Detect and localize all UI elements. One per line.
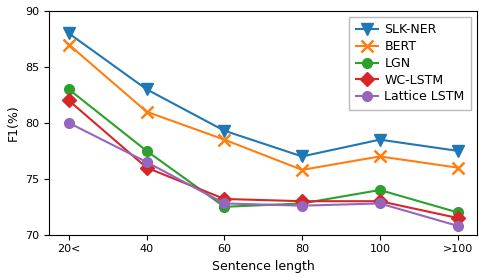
Line: Lattice LSTM: Lattice LSTM xyxy=(64,118,463,231)
WC-LSTM xyxy=(144,166,150,169)
LGN xyxy=(454,211,460,214)
SLK-NER xyxy=(454,149,460,153)
WC-LSTM xyxy=(221,197,227,201)
BERT xyxy=(454,166,460,169)
SLK-NER xyxy=(299,155,305,158)
Line: WC-LSTM: WC-LSTM xyxy=(64,95,463,223)
Lattice LSTM xyxy=(299,204,305,207)
LGN xyxy=(377,188,383,192)
Line: BERT: BERT xyxy=(63,39,463,176)
Lattice LSTM xyxy=(66,121,72,125)
WC-LSTM xyxy=(299,200,305,203)
BERT xyxy=(66,43,72,46)
Line: LGN: LGN xyxy=(64,85,463,217)
LGN xyxy=(144,149,150,153)
SLK-NER xyxy=(66,32,72,35)
Lattice LSTM xyxy=(221,202,227,205)
BERT xyxy=(144,110,150,113)
Lattice LSTM xyxy=(454,224,460,228)
LGN xyxy=(66,88,72,91)
Lattice LSTM xyxy=(377,202,383,205)
SLK-NER xyxy=(221,129,227,132)
BERT xyxy=(377,155,383,158)
SLK-NER xyxy=(144,88,150,91)
Line: SLK-NER: SLK-NER xyxy=(63,28,463,162)
Y-axis label: F1(%): F1(%) xyxy=(7,104,20,141)
BERT xyxy=(221,138,227,141)
LGN xyxy=(221,205,227,209)
BERT xyxy=(299,168,305,172)
SLK-NER xyxy=(377,138,383,141)
WC-LSTM xyxy=(66,99,72,102)
X-axis label: Sentence length: Sentence length xyxy=(212,260,315,273)
WC-LSTM xyxy=(454,216,460,220)
Legend: SLK-NER, BERT, LGN, WC-LSTM, Lattice LSTM: SLK-NER, BERT, LGN, WC-LSTM, Lattice LST… xyxy=(349,17,471,110)
LGN xyxy=(299,202,305,205)
Lattice LSTM xyxy=(144,160,150,164)
WC-LSTM xyxy=(377,200,383,203)
